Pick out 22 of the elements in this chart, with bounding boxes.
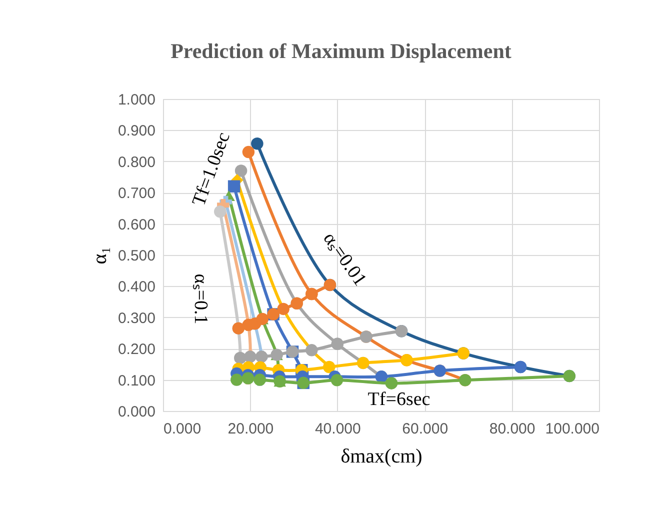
y-tick-label: 0.700 (118, 185, 156, 202)
x-axis-title: δmax(cm) (340, 446, 422, 468)
y-tick-label: 0.900 (118, 122, 156, 140)
y-tick-label: 0.300 (118, 310, 156, 327)
y-tick-label: 0.200 (118, 341, 156, 358)
x-tick-label: 20.000 (228, 420, 274, 438)
x-tick-label: 0.000 (164, 420, 202, 438)
y-tick-label: 1.000 (118, 92, 156, 108)
x-tick-label: 40.000 (314, 420, 361, 438)
y-tick-label: 0.600 (118, 216, 156, 234)
chart-title: Prediction of Maximum Displacement (170, 39, 512, 63)
annotation: αₛ=0.1 (190, 274, 211, 324)
annotation: Tf=6sec (368, 389, 430, 410)
y-tick-label: 0.500 (118, 248, 156, 264)
x-tick-label: 100.000 (545, 420, 600, 438)
x-tick-label: 60.000 (402, 420, 448, 438)
y-tick-label: 0.100 (118, 372, 156, 390)
x-tick-label: 80.000 (489, 420, 536, 438)
y-axis-title: α₁ (88, 246, 111, 264)
y-tick-label: 0.400 (118, 278, 156, 296)
y-tick-label: 0.000 (118, 404, 156, 420)
y-tick-label: 0.800 (118, 154, 156, 171)
